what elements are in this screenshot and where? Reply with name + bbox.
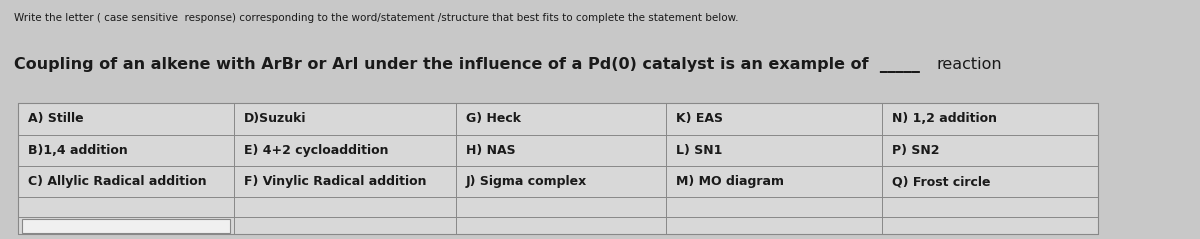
Text: B)1,4 addition: B)1,4 addition [28,144,127,157]
Text: C) Allylic Radical addition: C) Allylic Radical addition [28,175,206,188]
Text: N) 1,2 addition: N) 1,2 addition [892,112,997,125]
FancyBboxPatch shape [18,103,1098,234]
Text: Coupling of an alkene with ArBr or ArI under the influence of a Pd(0) catalyst i: Coupling of an alkene with ArBr or ArI u… [14,57,931,73]
Text: H) NAS: H) NAS [466,144,515,157]
Text: K) EAS: K) EAS [676,112,722,125]
Text: F) Vinylic Radical addition: F) Vinylic Radical addition [244,175,426,188]
Text: E) 4+2 cycloaddition: E) 4+2 cycloaddition [244,144,388,157]
FancyBboxPatch shape [22,219,230,233]
Text: D)Suzuki: D)Suzuki [244,112,306,125]
Text: P) SN2: P) SN2 [892,144,940,157]
Text: J) Sigma complex: J) Sigma complex [466,175,587,188]
Text: reaction: reaction [936,57,1002,72]
Text: Write the letter ( case sensitive  response) corresponding to the word/statement: Write the letter ( case sensitive respon… [14,13,739,23]
Text: G) Heck: G) Heck [466,112,521,125]
Text: Q) Frost circle: Q) Frost circle [892,175,990,188]
Text: L) SN1: L) SN1 [676,144,722,157]
Text: A) Stille: A) Stille [28,112,83,125]
Text: M) MO diagram: M) MO diagram [676,175,784,188]
